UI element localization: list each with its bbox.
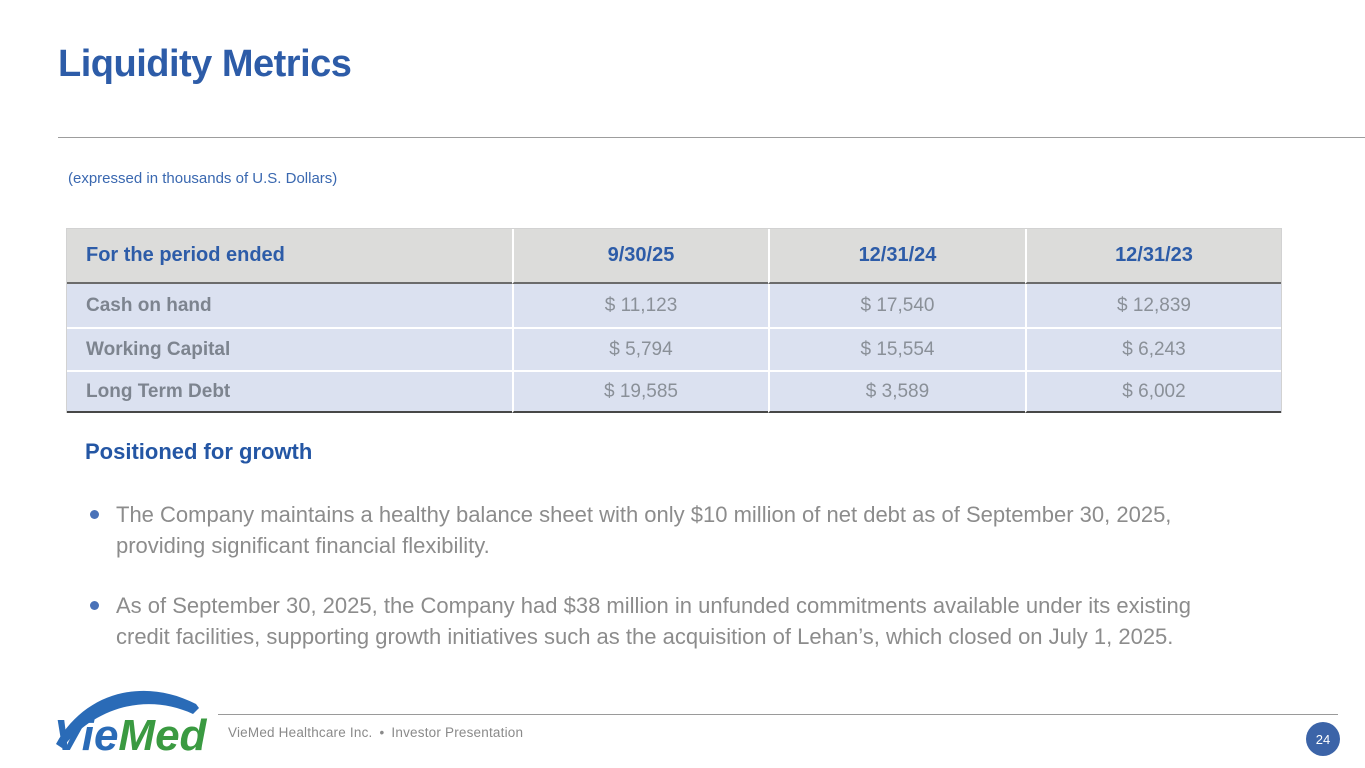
bullet-item: As of September 30, 2025, the Company ha… [88, 590, 1246, 652]
table-header-period: For the period ended [67, 229, 512, 284]
table-header-date-2: 12/31/24 [768, 229, 1025, 284]
liquidity-metrics-table: For the period ended 9/30/25 12/31/24 12… [66, 228, 1282, 413]
table-cell-value: $ 19,585 [512, 370, 768, 413]
svg-text:VieMed: VieMed [54, 711, 208, 760]
table-row: Long Term Debt $ 19,585 $ 3,589 $ 6,002 [67, 370, 1281, 413]
footer-presentation: Investor Presentation [391, 725, 524, 740]
table-cell-value: $ 12,839 [1025, 284, 1281, 327]
page-number-badge: 24 [1306, 722, 1340, 756]
footer-company: VieMed Healthcare Inc. [228, 725, 373, 740]
table-cell-value: $ 6,243 [1025, 327, 1281, 370]
table-header-row: For the period ended 9/30/25 12/31/24 12… [67, 229, 1281, 284]
viemed-logo: VieMed [54, 690, 208, 760]
footer-divider [218, 714, 1338, 715]
table-row-label: Working Capital [67, 327, 512, 370]
logo-swoosh-icon [56, 690, 199, 748]
page-title: Liquidity Metrics [58, 43, 352, 85]
table-header-date-3: 12/31/23 [1025, 229, 1281, 284]
table-cell-value: $ 11,123 [512, 284, 768, 327]
table-row-label: Cash on hand [67, 284, 512, 327]
table-row-label: Long Term Debt [67, 370, 512, 413]
bullet-item: The Company maintains a healthy balance … [88, 499, 1246, 561]
logo-text-med: Med [118, 711, 207, 760]
bullet-list: The Company maintains a healthy balance … [88, 499, 1246, 681]
table-header-date-1: 9/30/25 [512, 229, 768, 284]
title-divider [58, 137, 1365, 138]
footer-separator: • [379, 725, 385, 740]
table-cell-value: $ 15,554 [768, 327, 1025, 370]
table-row: Cash on hand $ 11,123 $ 17,540 $ 12,839 [67, 284, 1281, 327]
section-heading: Positioned for growth [85, 439, 313, 464]
table-cell-value: $ 3,589 [768, 370, 1025, 413]
table-cell-value: $ 17,540 [768, 284, 1025, 327]
table-cell-value: $ 5,794 [512, 327, 768, 370]
footer-text: VieMed Healthcare Inc. • Investor Presenta… [228, 725, 523, 740]
logo-text-vie: Vie [54, 711, 118, 760]
table-row: Working Capital $ 5,794 $ 15,554 $ 6,243 [67, 327, 1281, 370]
units-note: (expressed in thousands of U.S. Dollars) [68, 170, 338, 187]
table-cell-value: $ 6,002 [1025, 370, 1281, 413]
